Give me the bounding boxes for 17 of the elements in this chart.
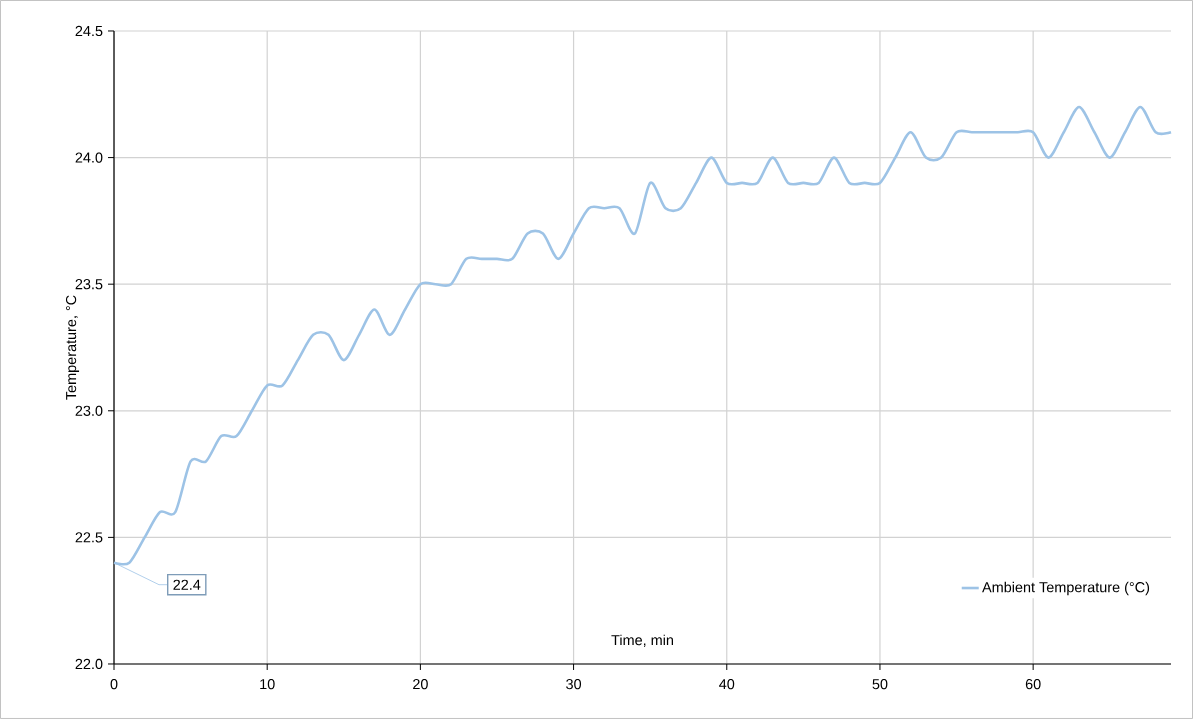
x-tick-label: 20 [413,678,428,690]
y-tick-label: 24.0 [75,152,103,163]
x-tick-label: 10 [260,678,275,690]
y-axis-title: Temperature, °C [65,295,80,400]
x-tick-label: 40 [719,678,735,690]
y-tick-label: 22.0 [75,658,103,670]
x-tick-label: 0 [110,678,118,690]
x-axis-title: Time, min [611,634,673,647]
y-tick-label: 23.5 [75,279,103,290]
y-tick-label: 24.5 [75,25,103,37]
legend-label: Ambient Temperature (°C) [982,581,1150,596]
x-tick-label: 60 [1025,678,1041,690]
y-tick-label: 22.5 [75,532,103,543]
y-tick-label: 23.0 [75,405,103,416]
x-tick-label: 30 [566,678,582,690]
x-tick-label: 50 [872,678,888,690]
data-label: 22.4 [173,579,201,590]
